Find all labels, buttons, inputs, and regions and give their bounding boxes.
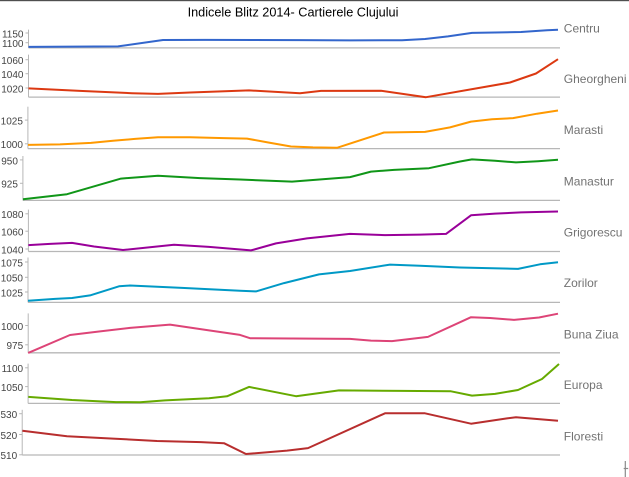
- svg-text:925: 925: [1, 180, 18, 191]
- svg-text:Buna Ziua: Buna Ziua: [564, 327, 619, 341]
- svg-text:Grigorescu: Grigorescu: [564, 225, 623, 239]
- svg-text:510: 510: [1, 451, 18, 462]
- svg-text:Centru: Centru: [564, 22, 600, 36]
- svg-text:1100: 1100: [2, 39, 24, 50]
- svg-text:1040: 1040: [1, 70, 24, 81]
- svg-text:1150: 1150: [2, 29, 24, 40]
- svg-text:1075: 1075: [1, 258, 24, 269]
- svg-text:1040: 1040: [1, 245, 24, 256]
- svg-text:Marasti: Marasti: [564, 123, 603, 137]
- svg-text:950: 950: [1, 156, 18, 167]
- svg-text:1020: 1020: [1, 84, 24, 95]
- svg-text:Europa: Europa: [564, 378, 603, 392]
- svg-text:Floresti: Floresti: [564, 429, 603, 443]
- svg-text:1080: 1080: [1, 210, 24, 221]
- svg-text:975: 975: [7, 341, 24, 352]
- svg-text:1100: 1100: [2, 364, 24, 375]
- svg-text:1050: 1050: [1, 383, 24, 394]
- svg-text:Indicele Blitz 2014- Cartierel: Indicele Blitz 2014- Cartierele Clujului: [188, 6, 399, 20]
- svg-text:530: 530: [1, 410, 18, 421]
- svg-text:1060: 1060: [1, 56, 24, 67]
- svg-text:Gheorgheni: Gheorgheni: [564, 72, 627, 86]
- svg-text:1050: 1050: [1, 274, 24, 285]
- svg-text:1025: 1025: [1, 288, 24, 299]
- svg-text:1060: 1060: [1, 228, 24, 239]
- svg-text:520: 520: [1, 431, 18, 442]
- svg-text:Zorilor: Zorilor: [564, 276, 598, 290]
- svg-text:1000: 1000: [1, 140, 24, 151]
- svg-text:1025: 1025: [1, 117, 24, 128]
- svg-text:1000: 1000: [1, 322, 24, 333]
- svg-text:Manastur: Manastur: [564, 175, 614, 189]
